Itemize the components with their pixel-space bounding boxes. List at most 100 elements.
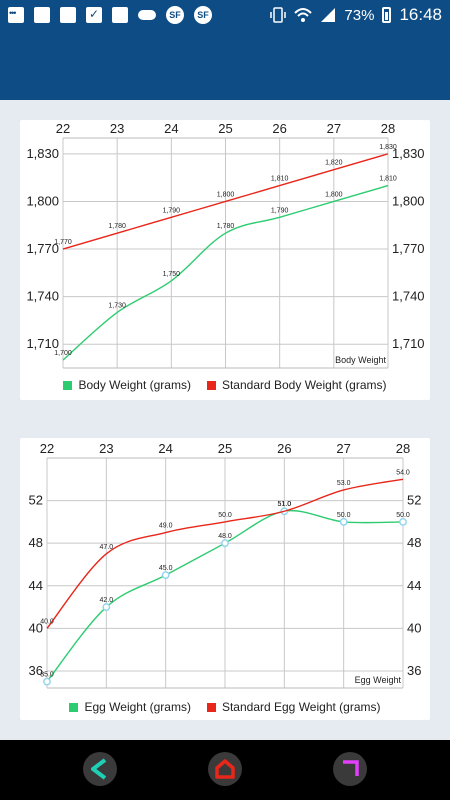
data-label: 1,810 — [271, 176, 289, 183]
data-label: 1,800 — [325, 191, 343, 198]
legend-swatch-red — [206, 380, 216, 390]
sf-badge-icon: SF — [166, 6, 184, 24]
vibrate-icon — [270, 7, 287, 23]
data-label: 1,780 — [217, 223, 235, 230]
data-point-marker — [161, 571, 170, 580]
y-tick-label-left: 1,710 — [26, 336, 59, 351]
data-label: 1,780 — [108, 223, 126, 230]
x-tick-label: 24 — [158, 441, 172, 456]
y-tick-label-right: 1,710 — [392, 336, 425, 351]
legend-item: Egg Weight (grams) — [69, 700, 191, 714]
data-label: 1,800 — [217, 191, 235, 198]
legend-label: Egg Weight (grams) — [84, 700, 191, 714]
data-label: 1,820 — [325, 160, 343, 167]
app-bar — [0, 30, 450, 100]
more-icon — [8, 7, 24, 23]
x-tick-label: 23 — [99, 441, 113, 456]
x-tick-label: 26 — [277, 441, 291, 456]
data-label: 49.0 — [159, 523, 173, 530]
signal-icon — [321, 8, 336, 22]
data-label: 1,700 — [54, 350, 72, 357]
home-button[interactable] — [208, 752, 242, 786]
data-label: 1,830 — [379, 144, 397, 151]
x-tick-label: 23 — [110, 121, 124, 136]
x-tick-label: 25 — [218, 121, 232, 136]
navigation-bar — [0, 740, 450, 800]
data-label: 50.0 — [396, 512, 410, 519]
y-tick-label-left: 52 — [29, 493, 43, 508]
data-label: 1,750 — [163, 271, 181, 278]
data-label: 40.0 — [40, 618, 54, 625]
wifi-icon — [294, 8, 313, 22]
y-tick-label-right: 1,770 — [392, 241, 425, 256]
back-icon — [91, 758, 107, 780]
x-tick-label: 27 — [327, 121, 341, 136]
data-point-marker — [399, 517, 407, 526]
data-label: 42.0 — [100, 597, 114, 604]
y-tick-label-right: 36 — [407, 663, 421, 678]
x-tick-label: 26 — [272, 121, 286, 136]
y-tick-label-right: 1,800 — [392, 193, 425, 208]
body-weight-legend: Body Weight (grams) Standard Body Weight… — [20, 378, 430, 392]
egg-weight-legend: Egg Weight (grams) Standard Egg Weight (… — [20, 700, 430, 714]
data-label: 51.0 — [278, 501, 292, 508]
cloud-icon — [138, 10, 156, 20]
recents-icon — [343, 760, 359, 776]
chart-corner-label: Body Weight — [335, 355, 386, 365]
y-tick-label-left: 48 — [29, 535, 43, 550]
y-tick-label-left: 36 — [29, 663, 43, 678]
legend-swatch-green — [69, 702, 79, 712]
recents-button[interactable] — [333, 752, 367, 786]
y-tick-label-right: 40 — [407, 620, 421, 635]
square-icon — [34, 7, 50, 23]
data-label: 1,810 — [379, 176, 397, 183]
legend-label: Standard Body Weight (grams) — [221, 378, 387, 392]
sf-badge-icon: SF — [194, 6, 212, 24]
x-tick-label: 28 — [381, 121, 395, 136]
series-line-green — [62, 184, 389, 361]
y-tick-label-right: 48 — [407, 535, 421, 550]
egg-weight-chart: 22 23 24 25 26 27 28 36 36 40 40 44 44 48 48 52 52 Egg We… — [29, 441, 421, 689]
square-icon — [112, 7, 128, 23]
data-label: 53.0 — [337, 480, 351, 487]
y-tick-label-left: 1,830 — [26, 146, 59, 161]
data-point-marker — [339, 517, 348, 526]
y-tick-label-left: 40 — [29, 620, 43, 635]
clock: 16:48 — [399, 5, 442, 24]
battery-icon — [382, 7, 392, 23]
data-label: 45.0 — [159, 565, 173, 572]
y-tick-label-left: 1,800 — [26, 193, 59, 208]
battery-percent: 73% — [344, 6, 375, 24]
legend-item: Standard Body Weight (grams) — [206, 378, 387, 392]
legend-swatch-green — [63, 380, 73, 390]
data-label: 48.0 — [218, 533, 232, 540]
data-point-marker — [221, 539, 229, 548]
legend-label: Standard Egg Weight (grams) — [221, 700, 381, 714]
status-bar: SF SF 73% 16:48 — [0, 0, 450, 30]
legend-item: Standard Egg Weight (grams) — [206, 700, 381, 714]
y-tick-label-right: 1,830 — [392, 146, 425, 161]
x-tick-label: 24 — [164, 121, 178, 136]
data-point-marker — [43, 677, 51, 686]
back-button[interactable] — [83, 752, 117, 786]
x-tick-label: 28 — [396, 441, 410, 456]
y-tick-label-left: 1,770 — [26, 241, 59, 256]
legend-swatch-red — [206, 702, 216, 712]
data-label: 1,790 — [271, 207, 289, 214]
y-tick-label-left: 44 — [29, 578, 43, 593]
checkbox-icon — [86, 7, 102, 23]
x-tick-label: 25 — [218, 441, 232, 456]
home-icon — [215, 759, 235, 779]
x-tick-label: 22 — [56, 121, 70, 136]
data-label: 51.0 — [278, 501, 292, 508]
data-label: 1,790 — [163, 207, 181, 214]
data-point-marker — [102, 603, 111, 611]
x-tick-label: 22 — [40, 441, 54, 456]
y-tick-label-left: 1,740 — [26, 289, 59, 304]
data-label: 50.0 — [218, 512, 232, 519]
data-label: 47.0 — [100, 544, 114, 551]
data-label: 1,770 — [54, 239, 72, 246]
body-weight-card: 22 23 24 25 26 27 28 1,710 1,710 1,740 1,740 1,770 1… — [20, 120, 430, 400]
legend-item: Body Weight (grams) — [63, 378, 191, 392]
y-tick-label-right: 1,740 — [392, 289, 425, 304]
